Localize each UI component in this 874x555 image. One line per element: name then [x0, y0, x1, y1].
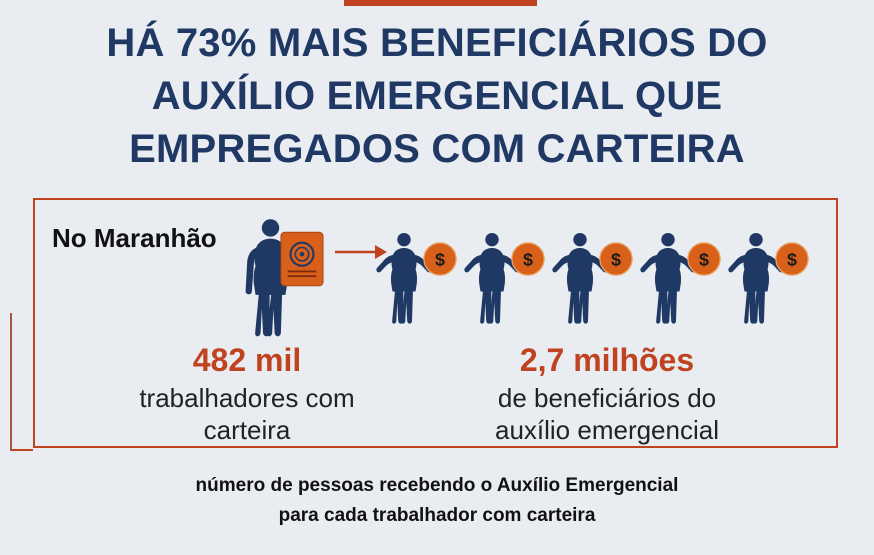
- svg-text:$: $: [523, 250, 533, 270]
- svg-text:$: $: [787, 250, 797, 270]
- svg-text:$: $: [699, 250, 709, 270]
- svg-text:$: $: [435, 250, 445, 270]
- svg-text:$: $: [611, 250, 621, 270]
